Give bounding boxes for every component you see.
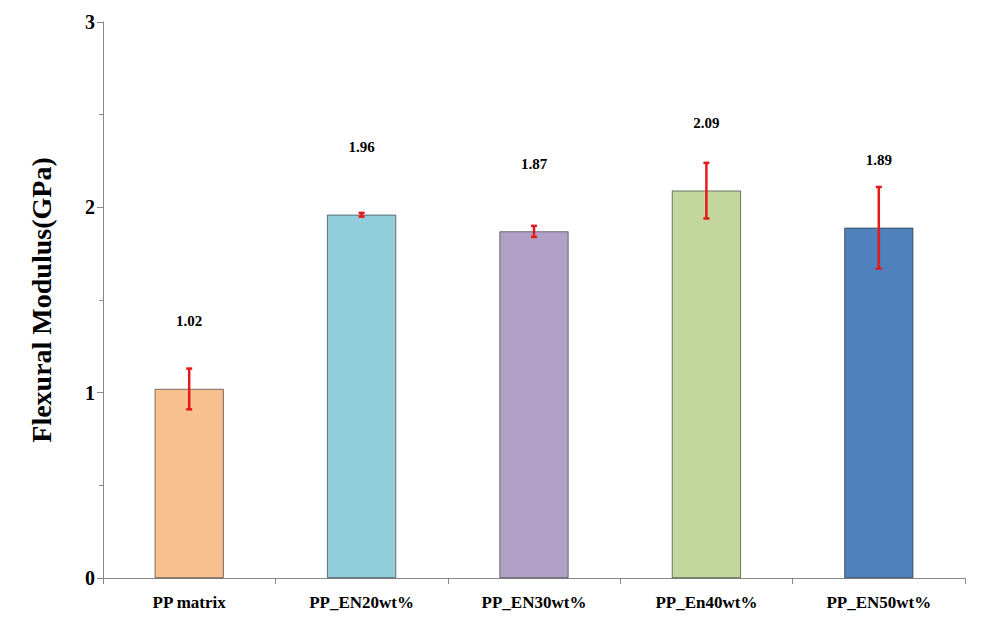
svg-text:1.89: 1.89 (866, 152, 892, 168)
svg-text:PP matrix: PP matrix (153, 593, 227, 612)
svg-text:1.96: 1.96 (348, 139, 375, 155)
svg-text:2.09: 2.09 (693, 115, 719, 131)
svg-text:2: 2 (85, 196, 95, 218)
svg-text:PP_EN20wt%: PP_EN20wt% (309, 593, 414, 612)
svg-text:1: 1 (85, 382, 95, 404)
svg-text:1.87: 1.87 (521, 156, 548, 172)
svg-text:PP_EN30wt%: PP_EN30wt% (482, 593, 587, 612)
svg-text:1.02: 1.02 (176, 313, 202, 329)
svg-text:0: 0 (85, 567, 95, 589)
svg-text:PP_En40wt%: PP_En40wt% (655, 593, 757, 612)
svg-text:3: 3 (85, 11, 95, 33)
svg-text:Flexural Modulus(GPa): Flexural Modulus(GPa) (26, 157, 57, 442)
svg-text:PP_EN50wt%: PP_EN50wt% (826, 593, 931, 612)
